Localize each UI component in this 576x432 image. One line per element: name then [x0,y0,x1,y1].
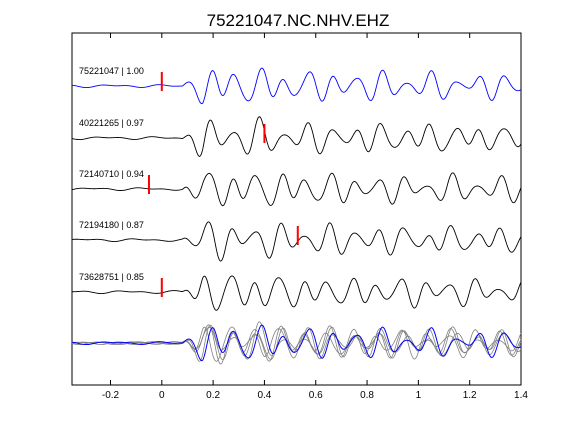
traces-group [71,67,522,311]
trace-label: 72194180 | 0.87 [79,220,144,230]
x-tick-label: 0 [159,390,165,401]
stack-overlay-trace [71,321,522,362]
stack-reference-trace [71,324,522,362]
trace-label: 75221047 | 1.00 [79,66,144,76]
trace-waveform [71,221,522,262]
x-tick-label: 1.2 [463,390,477,401]
trace-label: 72140710 | 0.94 [79,169,144,179]
trace-waveform [72,275,522,311]
stack-group [71,321,522,365]
trace-label: 73628751 | 0.85 [79,272,144,282]
x-axis-group: -0.2 0 0.2 0.4 0.6 0.8 1 1.2 1.4 [102,33,528,401]
trace-label: 40221265 | 0.97 [79,118,144,128]
x-tick-label: 1 [416,390,422,401]
x-tick-label: 0.8 [360,390,374,401]
picks-group [147,72,299,297]
x-tick-label: 1.4 [514,390,528,401]
trace-waveform [71,67,522,105]
x-tick-label: -0.2 [102,390,120,401]
trace-waveform [71,172,522,207]
trace-labels-group: 75221047 | 1.00 40221265 | 0.97 72140710 |… [79,66,144,282]
x-tick-label: 0.6 [309,390,323,401]
chart-title: 75221047.NC.NHV.EHZ [207,11,390,30]
trace-waveform [71,116,522,157]
x-tick-label: 0.4 [257,390,271,401]
plot-frame [71,32,522,386]
stack-overlay-trace [72,326,522,362]
x-tick-label: 0.2 [206,390,220,401]
